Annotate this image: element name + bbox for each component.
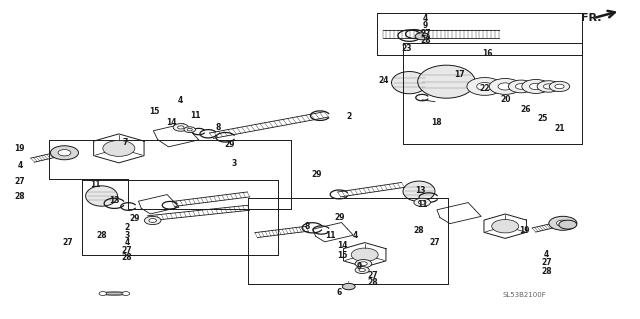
Circle shape bbox=[522, 79, 550, 93]
Text: 21: 21 bbox=[554, 124, 564, 133]
Circle shape bbox=[359, 269, 365, 271]
Circle shape bbox=[103, 140, 135, 156]
Text: 27: 27 bbox=[63, 238, 73, 247]
Text: 3: 3 bbox=[231, 159, 236, 168]
Text: 28: 28 bbox=[96, 231, 107, 240]
Text: 17: 17 bbox=[454, 70, 465, 79]
Text: 13: 13 bbox=[109, 196, 120, 205]
Circle shape bbox=[492, 219, 518, 233]
Text: 28: 28 bbox=[15, 192, 25, 202]
Text: 28: 28 bbox=[420, 36, 431, 45]
Text: 4: 4 bbox=[178, 96, 184, 105]
Text: 19: 19 bbox=[15, 144, 25, 153]
Circle shape bbox=[145, 216, 161, 225]
Circle shape bbox=[557, 220, 569, 226]
Circle shape bbox=[51, 146, 79, 160]
Circle shape bbox=[355, 260, 372, 268]
Text: 29: 29 bbox=[129, 214, 140, 223]
Text: 29: 29 bbox=[312, 170, 322, 179]
Text: 27: 27 bbox=[429, 238, 440, 247]
Text: 15: 15 bbox=[337, 251, 348, 260]
Circle shape bbox=[355, 267, 369, 273]
Text: 2: 2 bbox=[346, 112, 351, 121]
Text: 11: 11 bbox=[326, 231, 336, 240]
Text: 27: 27 bbox=[420, 29, 431, 38]
Text: 11: 11 bbox=[90, 181, 100, 189]
Circle shape bbox=[467, 78, 502, 95]
Circle shape bbox=[543, 84, 554, 89]
Text: FR.: FR. bbox=[580, 13, 601, 23]
Text: 19: 19 bbox=[519, 226, 530, 234]
Text: 27: 27 bbox=[122, 246, 132, 255]
Text: 8: 8 bbox=[305, 222, 310, 231]
Text: 14: 14 bbox=[337, 241, 348, 250]
Circle shape bbox=[177, 126, 184, 129]
Text: 8: 8 bbox=[215, 123, 221, 132]
Text: 28: 28 bbox=[122, 253, 132, 262]
Circle shape bbox=[537, 81, 560, 92]
Text: 3: 3 bbox=[125, 231, 130, 240]
Ellipse shape bbox=[403, 181, 435, 201]
Circle shape bbox=[489, 78, 521, 94]
Circle shape bbox=[549, 216, 577, 230]
Text: 18: 18 bbox=[431, 117, 442, 127]
Text: 25: 25 bbox=[537, 114, 547, 123]
Circle shape bbox=[173, 123, 188, 131]
Text: 4: 4 bbox=[125, 238, 130, 247]
Text: 15: 15 bbox=[148, 108, 159, 116]
Text: 16: 16 bbox=[482, 48, 493, 58]
Text: 27: 27 bbox=[541, 258, 552, 267]
Text: 24: 24 bbox=[379, 76, 389, 85]
Text: 7: 7 bbox=[122, 137, 128, 146]
Text: 29: 29 bbox=[224, 140, 235, 149]
Text: 13: 13 bbox=[415, 186, 426, 195]
Circle shape bbox=[515, 84, 527, 89]
Text: 27: 27 bbox=[15, 177, 25, 186]
Circle shape bbox=[99, 292, 107, 295]
Text: 29: 29 bbox=[334, 213, 344, 222]
Circle shape bbox=[187, 128, 192, 131]
Text: 2: 2 bbox=[125, 223, 130, 232]
Text: 28: 28 bbox=[368, 278, 378, 287]
Text: 27: 27 bbox=[368, 271, 378, 280]
Text: 4: 4 bbox=[17, 161, 22, 170]
Circle shape bbox=[477, 82, 493, 91]
Text: 9: 9 bbox=[423, 21, 428, 30]
Circle shape bbox=[419, 200, 426, 204]
Circle shape bbox=[549, 81, 570, 92]
Text: 11: 11 bbox=[417, 200, 428, 209]
Text: 20: 20 bbox=[500, 95, 511, 104]
Ellipse shape bbox=[102, 292, 127, 295]
Circle shape bbox=[58, 150, 71, 156]
Ellipse shape bbox=[418, 65, 475, 98]
Circle shape bbox=[149, 219, 157, 222]
Circle shape bbox=[508, 80, 534, 93]
Text: 14: 14 bbox=[166, 118, 177, 127]
Circle shape bbox=[559, 220, 577, 229]
Text: 9: 9 bbox=[357, 262, 362, 271]
Ellipse shape bbox=[86, 186, 118, 206]
Text: 26: 26 bbox=[520, 105, 531, 114]
Text: 6: 6 bbox=[337, 288, 342, 297]
Circle shape bbox=[351, 248, 378, 262]
Text: 22: 22 bbox=[479, 85, 490, 93]
Circle shape bbox=[555, 84, 564, 89]
Text: 23: 23 bbox=[401, 44, 412, 54]
Circle shape bbox=[529, 83, 542, 90]
Circle shape bbox=[414, 198, 431, 206]
Ellipse shape bbox=[392, 71, 428, 94]
Circle shape bbox=[360, 262, 367, 266]
Circle shape bbox=[342, 283, 355, 290]
Text: 28: 28 bbox=[413, 226, 424, 234]
Circle shape bbox=[498, 83, 513, 90]
Text: 4: 4 bbox=[423, 14, 428, 23]
Circle shape bbox=[184, 127, 195, 132]
Text: 28: 28 bbox=[541, 267, 552, 276]
Circle shape bbox=[415, 33, 429, 40]
Text: 4: 4 bbox=[544, 250, 549, 259]
Circle shape bbox=[122, 292, 130, 295]
Text: SL53B2100F: SL53B2100F bbox=[502, 293, 546, 299]
Text: 4: 4 bbox=[353, 231, 358, 240]
Text: 11: 11 bbox=[190, 111, 201, 120]
